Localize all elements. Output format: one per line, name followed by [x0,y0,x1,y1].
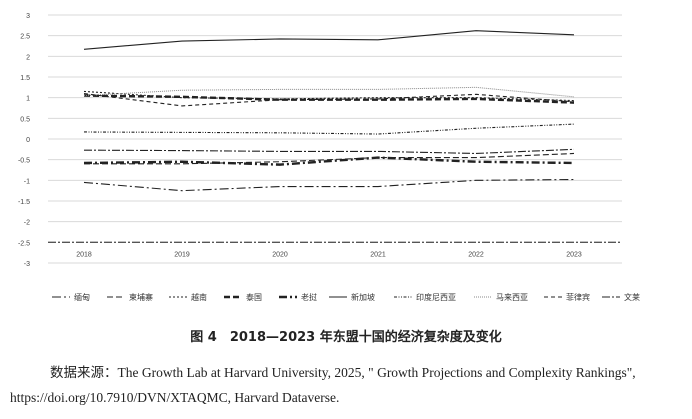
figure-caption: 图 4 2018—2023 年东盟十国的经济复杂度及变化 [190,330,502,345]
y-tick-label: -2.5 [18,240,30,247]
y-tick-label: -1 [24,178,30,185]
series-line-缅甸 [83,178,575,192]
x-tick-label: 2020 [272,251,288,258]
legend-item: 泰国 [224,292,262,302]
legend-item: 越南 [169,292,207,302]
legend-label: 新加坡 [351,292,375,302]
series-line-老挝 [83,156,575,166]
x-tick-label: 2018 [76,251,92,258]
legend-item: 缅甸 [52,292,90,302]
y-tick-label: 1.5 [20,75,30,82]
x-axis-ticks: 2018 2019 2020 2021 2022 2023 [76,251,582,258]
y-tick-label: 0 [26,137,30,144]
legend-label: 越南 [191,292,207,302]
legend-label: 老挝 [301,292,317,302]
legend-label: 柬埔寨 [129,292,153,302]
x-tick-label: 2023 [566,251,582,258]
series-line-新加坡 [83,30,575,50]
y-axis-ticks: 3 2.5 2 1.5 1 0.5 0 -0.5 -1 -1.5 -2 -2.5 -3 [18,13,30,268]
legend-label: 印度尼西亚 [416,292,456,302]
x-tick-label: 2022 [468,251,484,258]
y-tick-label: 3 [26,13,30,20]
legend-item: 文莱 [602,292,640,302]
series-line-文莱 [83,148,575,155]
y-tick-label: 2 [26,54,30,61]
y-tick-label: -3 [24,261,30,268]
legend: 缅甸 柬埔寨 越南 泰国 老挝 新加坡 印度尼西亚 马来西亚 菲律宾 文莱 [52,292,640,302]
series-line-马来西亚 [83,86,575,98]
legend-label: 缅甸 [74,292,90,302]
series-line-柬埔寨 [84,152,575,165]
legend-item: 马来西亚 [474,293,528,302]
line-chart: 3 2.5 2 1.5 1 0.5 0 -0.5 -1 -1.5 -2 -2.5 -3 2018 2019… [18,13,640,302]
data-source-note: 数据来源：The Growth Lab at Harvard Universit… [10,365,636,405]
legend-label: 马来西亚 [496,293,528,302]
series-lines [83,30,575,192]
legend-label: 文莱 [624,292,640,302]
legend-item: 柬埔寨 [107,292,153,302]
legend-item: 新加坡 [329,292,375,302]
legend-item: 老挝 [279,292,317,302]
legend-item: 菲律宾 [544,292,590,302]
legend-label: 泰国 [246,292,262,302]
y-tick-label: -1.5 [18,199,30,206]
y-tick-label: -0.5 [18,158,30,165]
x-tick-label: 2019 [174,251,190,258]
legend-item: 印度尼西亚 [394,292,456,302]
x-tick-label: 2021 [370,251,386,258]
series-line-印度尼西亚 [83,123,575,135]
y-tick-label: -2 [24,220,30,227]
series-line-菲律宾 [83,92,575,107]
y-tick-label: 0.5 [20,116,30,123]
y-tick-label: 1 [26,96,30,103]
y-tick-label: 2.5 [20,34,30,41]
legend-label: 菲律宾 [566,292,590,302]
gridlines [48,14,622,264]
